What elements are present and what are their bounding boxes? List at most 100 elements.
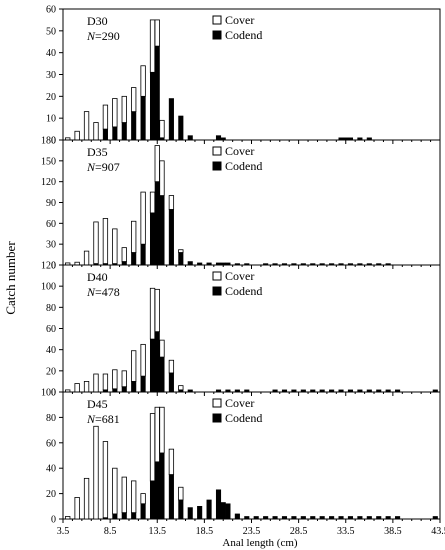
- bar-codend: [102, 128, 108, 141]
- bar-cover: [102, 218, 109, 265]
- bar-codend: [357, 516, 363, 520]
- bar-cover: [149, 19, 156, 73]
- bar-codend: [253, 516, 259, 520]
- bar-cover: [159, 119, 165, 139]
- bar-cover: [159, 339, 165, 358]
- legend-label-cover: Cover: [225, 13, 254, 27]
- bar-codend: [168, 209, 174, 266]
- bar-codend: [112, 513, 118, 520]
- bar-codend: [329, 516, 335, 520]
- y-tick-label: 40: [46, 345, 56, 356]
- legend-label-codend: Codend: [225, 284, 262, 298]
- bar-codend: [154, 461, 160, 520]
- bar-cover: [178, 486, 184, 501]
- bar-codend: [234, 513, 240, 520]
- legend-label-codend: Codend: [225, 411, 262, 425]
- legend-swatch-codend: [212, 30, 222, 40]
- bar-codend: [310, 516, 316, 520]
- x-tick-label: 28.5: [290, 526, 308, 537]
- bar-cover: [83, 111, 90, 141]
- x-tick-label: 33.5: [337, 526, 355, 537]
- bar-codend: [149, 338, 156, 393]
- bar-codend: [154, 181, 160, 266]
- bar-codend: [244, 516, 250, 520]
- sample-size-label: N=478: [86, 285, 120, 299]
- legend-swatch-cover: [212, 15, 222, 25]
- bar-cover: [83, 381, 90, 393]
- x-axis-label: Anal length (cm): [222, 537, 297, 549]
- bar-cover: [131, 480, 137, 514]
- bar-codend: [178, 115, 184, 141]
- bar-codend: [159, 356, 165, 393]
- bar-codend: [149, 72, 156, 141]
- y-tick-label: 40: [46, 464, 56, 475]
- bar-codend: [376, 516, 382, 520]
- bar-codend: [395, 516, 401, 520]
- x-tick-label: 3.5: [57, 526, 70, 537]
- y-tick-label: 80: [46, 303, 56, 314]
- panel-label: D35: [87, 145, 108, 159]
- bar-cover: [121, 476, 127, 514]
- legend-label-codend: Codend: [225, 159, 262, 173]
- panel-label: D40: [87, 270, 108, 284]
- bar-codend: [187, 135, 193, 141]
- bar-codend: [154, 45, 160, 141]
- bar-cover: [121, 370, 127, 388]
- bar-codend: [149, 212, 156, 266]
- bar-codend: [112, 126, 118, 141]
- bar-cover: [65, 516, 71, 520]
- legend-label-cover: Cover: [225, 144, 254, 158]
- y-tick-label: 60: [46, 5, 56, 16]
- bar-cover: [178, 249, 184, 253]
- bar-codend: [220, 502, 226, 520]
- bar-codend: [187, 261, 193, 266]
- bar-cover: [83, 250, 90, 266]
- y-tick-label: 80: [46, 413, 56, 424]
- bar-cover: [140, 191, 146, 245]
- y-tick-label: 20: [46, 489, 56, 500]
- legend-label-cover: Cover: [225, 396, 254, 410]
- bar-codend: [121, 122, 127, 141]
- bar-codend: [187, 507, 193, 520]
- panels-group: 0102030405060D30N=290CoverCodend03060901…: [41, 5, 445, 538]
- bar-codend: [121, 512, 127, 520]
- bar-codend: [168, 372, 174, 393]
- bar-codend: [131, 252, 137, 266]
- bar-codend: [140, 243, 146, 266]
- y-tick-label: 120: [41, 261, 56, 272]
- y-tick-label: 0: [51, 136, 56, 147]
- x-tick-label: 23.5: [243, 526, 261, 537]
- legend-swatch-codend: [212, 413, 222, 423]
- x-tick-label: 8.5: [104, 526, 117, 537]
- bar-cover: [93, 373, 99, 393]
- bar-cover: [112, 369, 118, 390]
- bar-cover: [140, 65, 146, 97]
- bar-codend: [319, 516, 325, 520]
- y-tick-label: 150: [41, 156, 56, 167]
- bar-cover: [131, 350, 137, 382]
- bar-codend: [263, 516, 269, 520]
- x-tick-label: 18.5: [196, 526, 214, 537]
- y-tick-label: 60: [46, 438, 56, 449]
- sample-size-label: N=681: [86, 412, 120, 426]
- bar-codend: [215, 489, 222, 520]
- bar-cover: [83, 477, 90, 520]
- y-tick-label: 0: [51, 515, 56, 526]
- bar-cover: [131, 220, 137, 253]
- legend-label-codend: Codend: [225, 28, 262, 42]
- bar-cover: [74, 497, 80, 520]
- bar-cover: [159, 406, 165, 454]
- bar-cover: [140, 343, 146, 377]
- bar-codend: [159, 452, 165, 520]
- bar-cover: [93, 425, 99, 520]
- bar-cover: [112, 228, 118, 265]
- bar-cover: [112, 98, 118, 128]
- bar-codend: [168, 474, 174, 520]
- bar-codend: [140, 375, 146, 393]
- bar-cover: [154, 288, 160, 333]
- bar-codend: [168, 98, 174, 141]
